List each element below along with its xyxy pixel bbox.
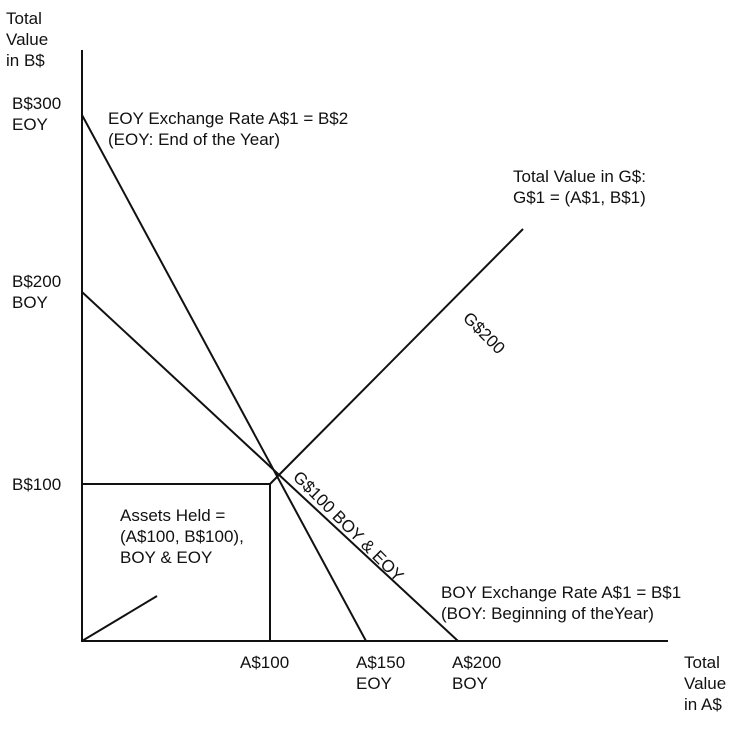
y-tick-label: B$300 EOY: [12, 94, 66, 134]
y-tick-label: B$100: [12, 475, 61, 494]
label-line: G$1 = (A$1, B$1): [513, 188, 646, 207]
boy-line: [81, 291, 459, 642]
label-line: B$300: [12, 94, 61, 113]
label-line: Value: [684, 674, 726, 693]
label-line: EOY: [356, 674, 392, 693]
assets-annotation: Assets Held = (A$100, B$100), BOY & EOY: [120, 506, 249, 567]
g-value-annotation: Total Value in G$: G$1 = (A$1, B$1): [513, 167, 651, 207]
g200-label: G$200: [459, 308, 509, 358]
label-line: Total: [6, 9, 42, 28]
x-tick-label: A$100: [240, 653, 289, 672]
label-line: Total: [684, 653, 720, 672]
g100-label: G$100 BOY & EOY: [289, 467, 407, 585]
label-line: Total Value in G$:: [513, 167, 646, 186]
label-line: EOY: [12, 115, 48, 134]
label-line: B$100: [12, 475, 61, 494]
axes: [81, 50, 668, 642]
x-tick-label: A$200 BOY: [452, 653, 506, 693]
label-line: B$200: [12, 272, 61, 291]
label-line: A$200: [452, 653, 501, 672]
label-line: in A$: [684, 695, 722, 714]
label-line: (EOY: End of the Year): [108, 130, 280, 149]
label-line: BOY: [12, 293, 48, 312]
g-line: [269, 228, 524, 485]
g-line-start: [81, 595, 158, 642]
eoy-rate-annotation: EOY Exchange Rate A$1 = B$2 (EOY: End of…: [108, 109, 353, 149]
x-axis-label: Total Value in A$: [684, 653, 731, 714]
y-axis-label: Total Value in B$: [6, 9, 53, 70]
label-line: EOY Exchange Rate A$1 = B$2: [108, 109, 348, 128]
label-line: BOY Exchange Rate A$1 = B$1: [441, 583, 681, 602]
label-line: BOY: [452, 674, 488, 693]
y-tick-label: B$200 BOY: [12, 272, 66, 312]
label-line: (BOY: Beginning of theYear): [441, 604, 654, 623]
x-tick-label: A$150 EOY: [356, 653, 410, 693]
eoy-line: [81, 114, 367, 642]
boy-rate-annotation: BOY Exchange Rate A$1 = B$1 (BOY: Beginn…: [441, 583, 686, 623]
label-line: (A$100, B$100),: [120, 527, 244, 546]
label-line: BOY & EOY: [120, 548, 212, 567]
label-line: in B$: [6, 51, 45, 70]
label-line: A$100: [240, 653, 289, 672]
label-line: A$150: [356, 653, 405, 672]
label-line: Assets Held =: [120, 506, 225, 525]
label-line: Value: [6, 30, 48, 49]
